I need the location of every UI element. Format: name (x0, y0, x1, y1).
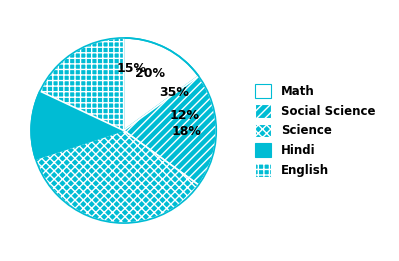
Wedge shape (36, 130, 199, 223)
Text: 18%: 18% (172, 125, 201, 138)
Text: 15%: 15% (117, 62, 147, 75)
Wedge shape (124, 38, 199, 130)
Wedge shape (31, 91, 124, 159)
Legend: Math, Social Science, Science, Hindi, English: Math, Social Science, Science, Hindi, En… (250, 80, 380, 181)
Text: 12%: 12% (170, 109, 200, 122)
Wedge shape (40, 38, 124, 130)
Text: 20%: 20% (135, 67, 165, 80)
Wedge shape (124, 76, 216, 185)
Text: 35%: 35% (159, 86, 189, 99)
